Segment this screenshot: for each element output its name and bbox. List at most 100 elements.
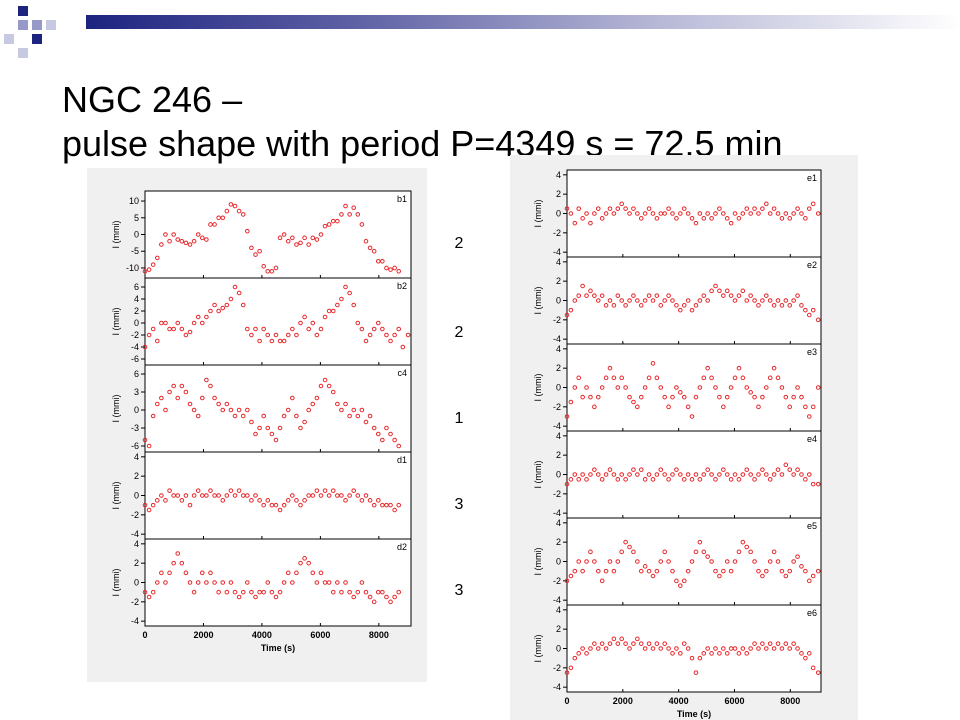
data-point: [281, 338, 287, 344]
data-point: [568, 573, 574, 579]
data-point: [803, 655, 808, 661]
data-point: [771, 303, 777, 308]
data-point: [359, 407, 365, 413]
data-point: [175, 493, 181, 498]
data-point: [631, 467, 636, 472]
data-point: [635, 404, 640, 410]
data-point: [678, 211, 683, 216]
data-point: [760, 394, 765, 400]
data-point: [806, 651, 812, 656]
data-point: [744, 467, 750, 472]
data-point: [787, 216, 793, 221]
data-point: [273, 332, 279, 338]
data-point: [670, 568, 675, 574]
data-point: [752, 394, 757, 400]
data-point: [396, 443, 402, 449]
data-point: [167, 570, 172, 576]
data-point: [705, 211, 710, 216]
data-point: [298, 502, 303, 508]
data-point: [697, 477, 703, 482]
panel-label: c4: [397, 368, 407, 378]
plot-frame: [144, 277, 412, 366]
data-point: [330, 589, 336, 595]
data-point: [281, 580, 287, 585]
data-point: [771, 206, 777, 211]
data-point: [351, 407, 357, 413]
data-point: [666, 477, 671, 482]
data-point: [290, 326, 295, 332]
data-point: [592, 467, 597, 472]
data-point: [740, 539, 746, 545]
data-point: [310, 320, 316, 326]
data-point: [740, 646, 746, 651]
data-point: [697, 539, 703, 545]
data-point: [635, 298, 640, 303]
data-point: [179, 326, 185, 332]
data-point: [775, 298, 781, 303]
data-point: [339, 212, 344, 217]
data-point: [627, 298, 632, 303]
y-tick-label: 6: [134, 369, 139, 379]
y-tick-label: 0: [134, 405, 139, 415]
data-point: [662, 394, 667, 400]
light-curve-chart-left: -10 -5 0 5 10 I (mmi) b1 -6 -4 -2 0 2 4 6 I (mmi) b2 -6 -…: [111, 190, 412, 653]
data-point: [220, 215, 226, 221]
data-point: [815, 317, 821, 323]
data-point: [611, 472, 617, 477]
plot-frame: [144, 364, 412, 453]
data-point: [564, 312, 570, 318]
data-point: [787, 303, 793, 308]
data-point: [290, 580, 295, 585]
data-point: [150, 413, 156, 419]
data-point: [224, 302, 230, 308]
data-point: [142, 344, 148, 350]
y-tick-label: 4: [556, 170, 561, 180]
x-tick-label: 8000: [780, 696, 800, 706]
data-point: [261, 326, 266, 332]
data-point: [662, 549, 667, 555]
data-point: [302, 235, 307, 241]
data-point: [322, 223, 328, 229]
data-point: [146, 594, 152, 600]
data-point: [232, 203, 238, 209]
data-point: [216, 401, 221, 407]
data-point: [752, 641, 757, 646]
data-point: [783, 394, 789, 400]
data-point: [146, 267, 152, 272]
data-point: [705, 646, 710, 651]
x-axis-label: Time (s): [261, 643, 295, 653]
data-point: [748, 211, 753, 216]
data-point: [199, 320, 205, 326]
data-point: [228, 488, 234, 493]
data-point: [163, 320, 168, 326]
data-point: [290, 395, 295, 401]
data-point: [302, 314, 307, 320]
data-point: [689, 216, 695, 221]
data-point: [791, 298, 796, 303]
data-point: [603, 303, 609, 308]
data-point: [638, 303, 644, 308]
data-point: [760, 298, 765, 303]
data-point: [607, 559, 613, 564]
data-point: [666, 293, 671, 298]
data-point: [791, 394, 796, 400]
data-point: [277, 425, 283, 431]
data-point: [611, 636, 617, 642]
data-point: [159, 570, 164, 576]
data-point: [795, 646, 800, 651]
data-point: [721, 293, 726, 298]
data-point: [791, 559, 796, 564]
y-tick-label: -4: [553, 508, 561, 518]
data-point: [335, 302, 340, 308]
data-point: [191, 238, 197, 244]
data-point: [623, 539, 628, 545]
data-point: [662, 641, 667, 646]
data-point: [795, 385, 800, 390]
data-point: [799, 564, 804, 569]
data-point: [187, 502, 193, 508]
x-tick-label: 8000: [369, 630, 389, 640]
data-point: [195, 580, 201, 585]
data-point: [791, 211, 796, 216]
data-point: [728, 385, 734, 390]
data-point: [717, 651, 722, 656]
